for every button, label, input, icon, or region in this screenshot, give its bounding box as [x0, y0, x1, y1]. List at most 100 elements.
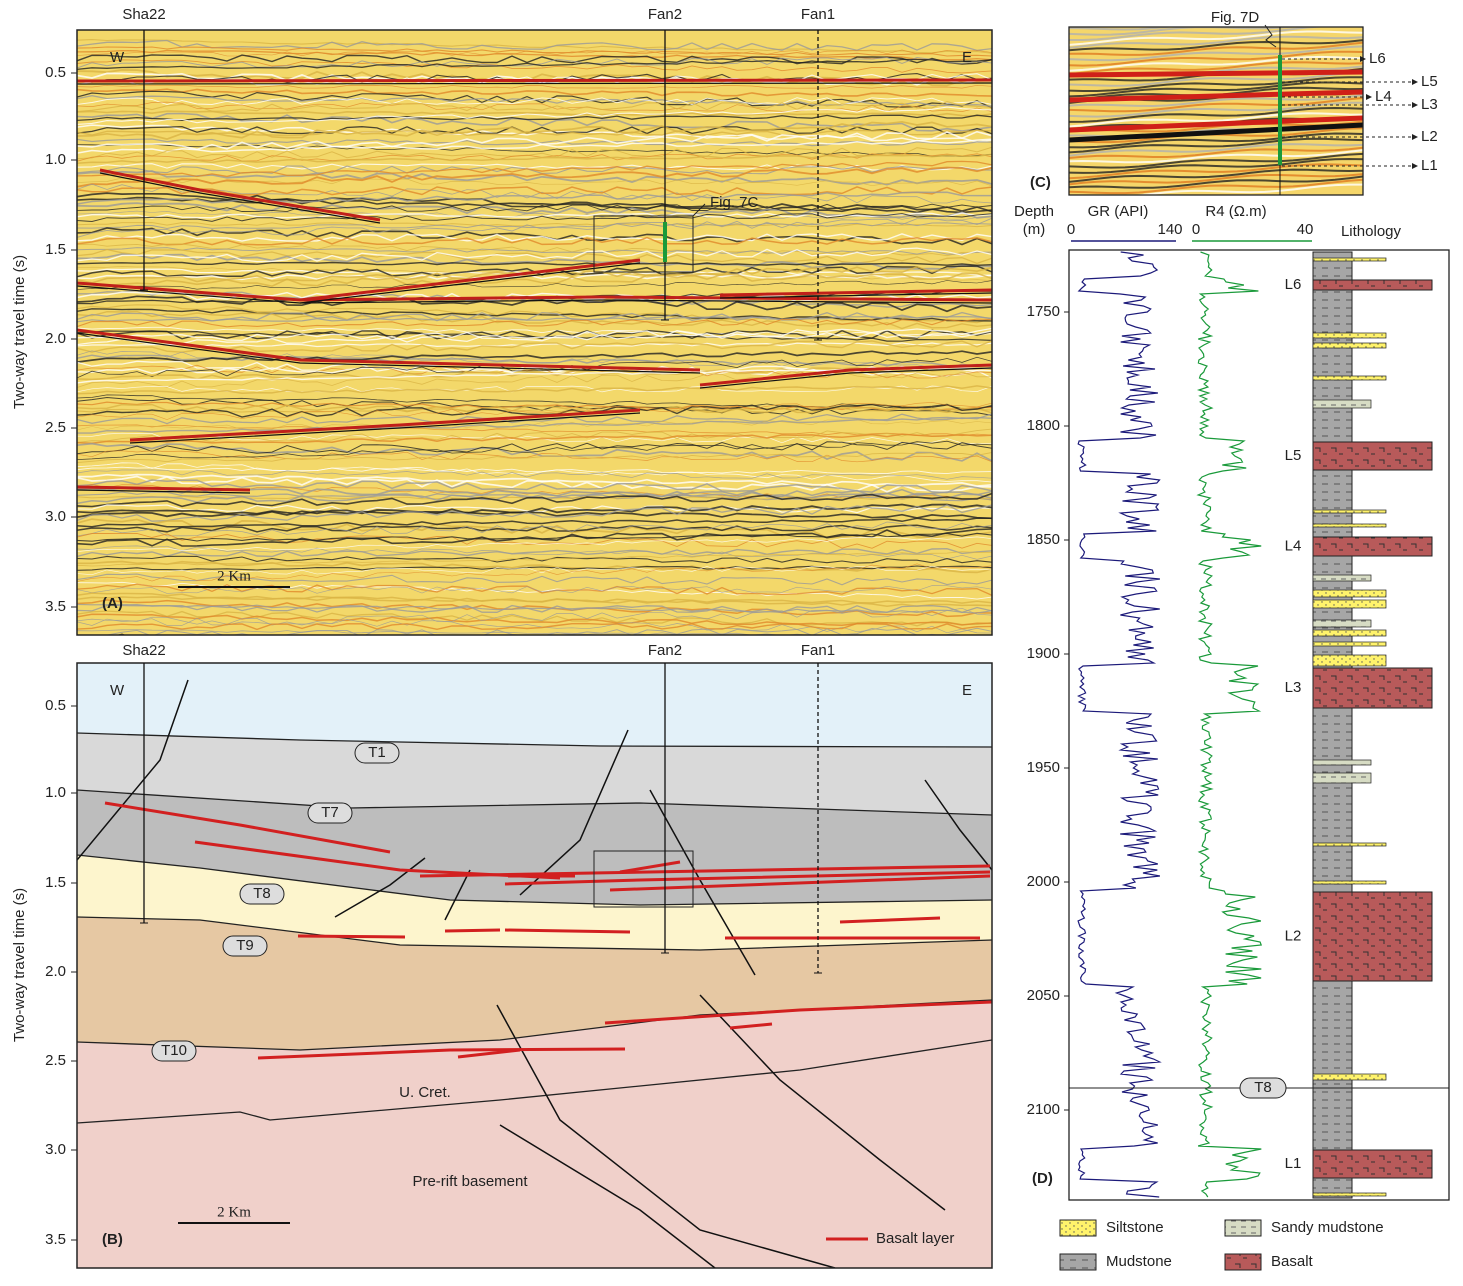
siltstone-bed [1313, 343, 1386, 348]
y-tick-label: 1.5 [45, 874, 66, 891]
horizon-label: T10 [161, 1042, 187, 1059]
reflector [77, 639, 992, 649]
y-tick-label: 2.5 [45, 419, 66, 436]
sandy-mudstone-bed [1313, 773, 1371, 783]
sandy-mudstone-bed [1313, 400, 1371, 408]
depth-tick-label: 1950 [1027, 759, 1060, 776]
layer-label: L4 [1375, 88, 1392, 105]
siltstone-bed [1313, 1074, 1386, 1080]
basalt-layer [298, 936, 405, 937]
legend-label: Mudstone [1106, 1253, 1172, 1270]
depth-title: Depth [1014, 203, 1054, 220]
frame [1069, 250, 1449, 1200]
horizon-label: T8 [1254, 1079, 1272, 1096]
siltstone-bed [1313, 510, 1386, 513]
east-label: E [962, 49, 972, 66]
arrow-head [1412, 134, 1418, 140]
arrow-head [1366, 94, 1372, 100]
legend-label: Siltstone [1106, 1219, 1164, 1236]
r4-title: R4 (Ω.m) [1205, 203, 1266, 220]
well-label: Fan2 [648, 642, 682, 659]
basalt-bed [1313, 1150, 1432, 1178]
gr-title: GR (API) [1088, 203, 1149, 220]
layer-label: L2 [1421, 128, 1438, 145]
depth-tick-label: 1850 [1027, 531, 1060, 548]
depth-tick-label: 2050 [1027, 987, 1060, 1004]
y-axis-title: Two-way travel time (s) [11, 255, 28, 409]
y-tick-label: 2.5 [45, 1052, 66, 1069]
east-label: E [962, 682, 972, 699]
west-label: W [110, 682, 125, 699]
scale-label: 2 Km [217, 568, 251, 584]
horizon-label: T9 [236, 937, 254, 954]
layer-label: L5 [1421, 73, 1438, 90]
lithology-title: Lithology [1341, 223, 1402, 240]
y-tick-label: 2.0 [45, 963, 66, 980]
y-tick-label: 0.5 [45, 64, 66, 81]
layer-label: L6 [1369, 50, 1386, 67]
formation [77, 663, 992, 747]
layer-label: L5 [1285, 447, 1302, 464]
well-label: Fan2 [648, 6, 682, 23]
section-b [77, 663, 992, 1268]
depth-tick-label: 1750 [1027, 303, 1060, 320]
panel-label: (C) [1030, 174, 1051, 191]
r4-max: 40 [1297, 221, 1314, 238]
basalt-layer [505, 930, 630, 932]
horizon-label: T1 [368, 744, 386, 761]
well-label: Fan1 [801, 6, 835, 23]
strong-reflector [1069, 72, 1363, 75]
depth-tick-label: 1800 [1027, 417, 1060, 434]
siltstone-bed [1313, 843, 1386, 846]
y-tick-label: 1.0 [45, 784, 66, 801]
layer-label: L1 [1421, 157, 1438, 174]
depth-unit: (m) [1023, 221, 1046, 238]
panel-label: (A) [102, 595, 123, 612]
strong-reflector [77, 80, 992, 81]
root: Sha22Fan2Fan1Fig. 7CWE(A)2 Km0.51.01.52.… [11, 6, 1449, 1270]
gr-min: 0 [1067, 221, 1075, 238]
sandy-mudstone-bed [1313, 620, 1371, 627]
siltstone-bed [1313, 600, 1386, 608]
y-tick-label: 3.5 [45, 598, 66, 615]
y-tick-label: 3.0 [45, 1141, 66, 1158]
seismic-c [1069, 16, 1363, 198]
callout-label: Fig. 7C [710, 194, 759, 211]
arrow-head [1412, 102, 1418, 108]
horizon-label: T7 [321, 804, 339, 821]
siltstone-bed [1313, 881, 1386, 884]
callout-label: Fig. 7D [1211, 9, 1260, 26]
unit-label: Pre-rift basement [412, 1173, 528, 1190]
reflector [77, 644, 992, 649]
panel-label: (B) [102, 1231, 123, 1248]
basalt-bed [1313, 280, 1432, 290]
y-tick-label: 1.0 [45, 151, 66, 168]
layer-label: L3 [1285, 679, 1302, 696]
siltstone-bed [1313, 524, 1386, 527]
basalt-layer [445, 930, 500, 931]
siltstone-bed [1313, 590, 1386, 597]
siltstone-bed [1313, 1193, 1386, 1196]
r4-min: 0 [1192, 221, 1200, 238]
sandy-mudstone-bed [1313, 575, 1371, 581]
legend-label: Basalt [1271, 1253, 1314, 1270]
depth-tick-label: 2000 [1027, 873, 1060, 890]
basalt-bed [1313, 442, 1432, 470]
layer-label: L4 [1285, 537, 1302, 554]
legend-swatch [1060, 1220, 1096, 1236]
unit-label: U. Cret. [399, 1084, 451, 1101]
y-tick-label: 3.5 [45, 1231, 66, 1248]
legend-swatch [1225, 1220, 1261, 1236]
legend-swatch [1060, 1254, 1096, 1270]
layer-label: L2 [1285, 927, 1302, 944]
siltstone-bed [1313, 655, 1386, 666]
reflector [77, 634, 992, 651]
horizon-label: T8 [253, 885, 271, 902]
reflector [77, 644, 992, 651]
siltstone-bed [1313, 376, 1386, 380]
scale-label: 2 Km [217, 1204, 251, 1220]
layer-label: L3 [1421, 96, 1438, 113]
legend-swatch [1225, 1254, 1261, 1270]
west-label: W [110, 49, 125, 66]
basalt-bed [1313, 537, 1432, 556]
